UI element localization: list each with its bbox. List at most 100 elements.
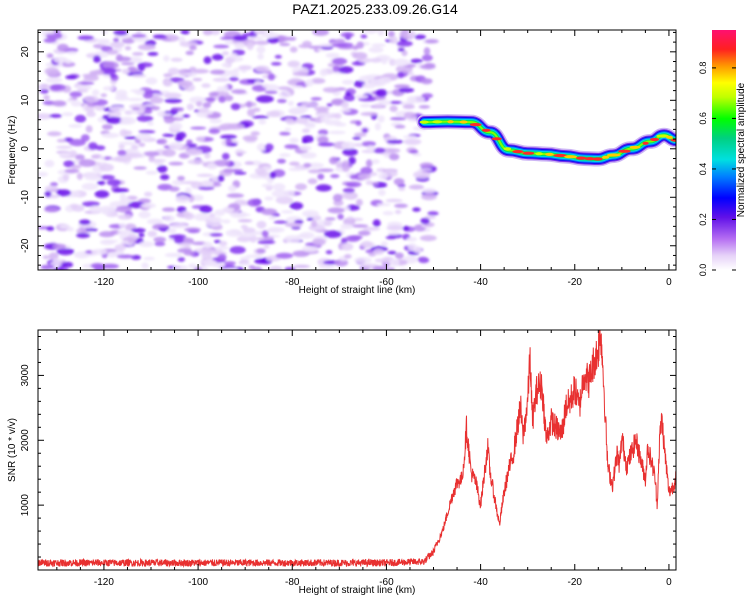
spectrogram-frame [37, 29, 677, 271]
noise-speckle [99, 174, 116, 180]
noise-speckle [418, 105, 431, 109]
noise-speckle [256, 237, 274, 241]
noise-speckle [78, 159, 96, 167]
colorbar-ticks: 0.0 0.2 0.4 0.6 0.8 [698, 62, 736, 276]
noise-speckle [126, 97, 144, 102]
noise-speckle [250, 131, 260, 136]
noise-speckle [143, 108, 153, 114]
noise-speckle [119, 129, 128, 137]
noise-speckle [287, 36, 297, 41]
noise-speckle [46, 53, 54, 58]
noise-speckle [145, 103, 156, 108]
noise-speckle [186, 103, 194, 111]
noise-speckle [403, 138, 422, 145]
noise-speckle [173, 265, 188, 270]
noise-speckle [328, 130, 346, 135]
x-tick-label: -40 [473, 577, 488, 588]
noise-speckle [56, 189, 72, 197]
noise-speckle [132, 52, 144, 56]
noise-speckle [386, 139, 404, 144]
noise-speckle [362, 227, 381, 231]
noise-speckle [233, 171, 247, 175]
noise-speckle [63, 160, 75, 168]
noise-speckle [283, 235, 301, 244]
noise-speckle [397, 71, 405, 79]
noise-speckle [121, 68, 131, 74]
noise-speckle [222, 207, 235, 212]
noise-speckle [141, 262, 149, 270]
noise-speckle [287, 100, 294, 106]
noise-speckle [177, 80, 193, 87]
signal-hotspot [469, 123, 482, 127]
noise-speckle [361, 141, 376, 147]
noise-speckle [119, 193, 126, 201]
noise-speckle [44, 185, 59, 193]
noise-speckle [40, 88, 49, 94]
noise-speckle [289, 46, 298, 53]
noise-speckle [244, 161, 255, 165]
noise-speckle [358, 75, 374, 82]
noise-speckle [315, 184, 332, 192]
y-tick-label: -10 [20, 190, 31, 205]
noise-speckle [266, 110, 281, 118]
noise-speckle [198, 107, 210, 113]
noise-speckle [195, 136, 206, 142]
noise-speckle [343, 217, 356, 226]
noise-speckle [195, 101, 203, 107]
noise-speckle [48, 252, 59, 260]
noise-speckle [223, 168, 235, 173]
noise-speckle [121, 62, 135, 66]
noise-speckle [343, 94, 356, 102]
noise-speckle [284, 267, 296, 270]
noise-speckle [199, 205, 213, 214]
noise-speckle [178, 69, 190, 74]
noise-speckle [303, 163, 312, 168]
noise-speckle [413, 170, 431, 179]
noise-speckle [377, 115, 385, 123]
noise-speckle [355, 198, 363, 207]
noise-speckle [358, 173, 371, 180]
noise-speckle [180, 30, 190, 35]
noise-speckle [45, 77, 63, 84]
noise-speckle [257, 170, 270, 177]
noise-speckle [323, 230, 342, 238]
noise-speckle [393, 84, 411, 89]
noise-speckle [254, 40, 269, 46]
noise-speckle [91, 248, 108, 255]
noise-speckle [116, 54, 123, 62]
noise-speckle [256, 95, 274, 103]
noise-speckle [248, 265, 256, 270]
noise-speckle [189, 45, 197, 51]
signal-hotspot [642, 141, 649, 145]
noise-speckle [175, 114, 184, 119]
noise-speckle [330, 174, 340, 179]
noise-speckle [208, 91, 219, 97]
noise-speckle [109, 106, 126, 112]
noise-speckle [422, 188, 437, 194]
noise-speckle [324, 119, 342, 126]
noise-speckle [325, 52, 340, 59]
noise-speckle [190, 126, 207, 130]
noise-speckle [378, 189, 386, 196]
noise-speckle [273, 220, 288, 224]
noise-speckle [147, 51, 159, 56]
noise-speckle [345, 91, 352, 97]
noise-speckle [136, 115, 154, 122]
noise-speckle [38, 113, 53, 120]
noise-speckle [172, 180, 184, 186]
noise-speckle [56, 248, 75, 256]
noise-speckle [138, 142, 146, 147]
y-tick-label: 2000 [20, 429, 31, 452]
noise-speckle [218, 95, 227, 103]
noise-speckle [116, 254, 135, 259]
noise-speckle [261, 230, 269, 238]
noise-speckle [254, 65, 270, 73]
noise-speckle [66, 98, 75, 103]
noise-speckle [225, 229, 243, 237]
noise-speckle [305, 79, 314, 87]
noise-speckle [339, 109, 351, 113]
y-tick-label: -20 [20, 238, 31, 253]
noise-speckle [202, 102, 211, 109]
noise-speckle [52, 243, 67, 249]
